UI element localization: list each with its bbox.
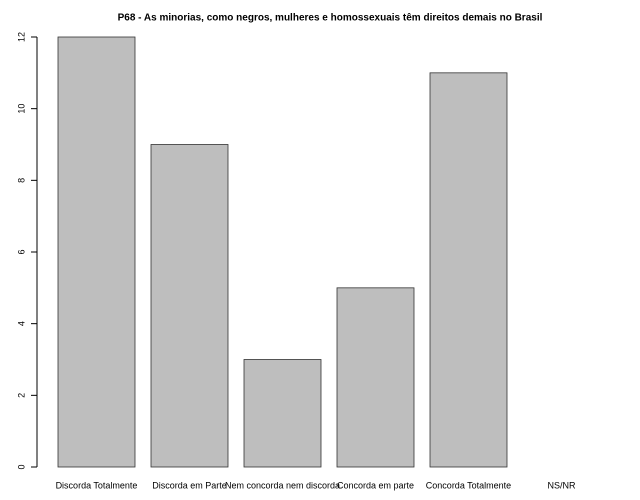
chart-title: P68 - As minorias, como negros, mulheres… — [118, 13, 543, 24]
y-tick-label: 4 — [16, 321, 26, 326]
x-tick-label: Concorda Totalmente — [426, 480, 511, 490]
y-tick-label: 10 — [16, 104, 26, 114]
y-tick-label: 2 — [16, 393, 26, 398]
bar — [57, 36, 136, 468]
x-tick-label: Discorda Totalmente — [56, 480, 138, 490]
x-tick-label: NS/NR — [547, 480, 576, 490]
bar — [336, 287, 415, 468]
y-tick-label: 0 — [16, 464, 26, 469]
bar — [243, 359, 322, 468]
bar — [429, 72, 508, 468]
bar — [150, 144, 229, 468]
y-tick-label: 6 — [16, 249, 26, 254]
x-tick-label: Concorda em parte — [337, 480, 414, 490]
y-tick-label: 12 — [16, 32, 26, 42]
x-tick-label: Nem concorda nem discorda — [225, 480, 340, 490]
x-tick-label: Discorda em Parte — [152, 480, 227, 490]
y-tick-label: 8 — [16, 178, 26, 183]
